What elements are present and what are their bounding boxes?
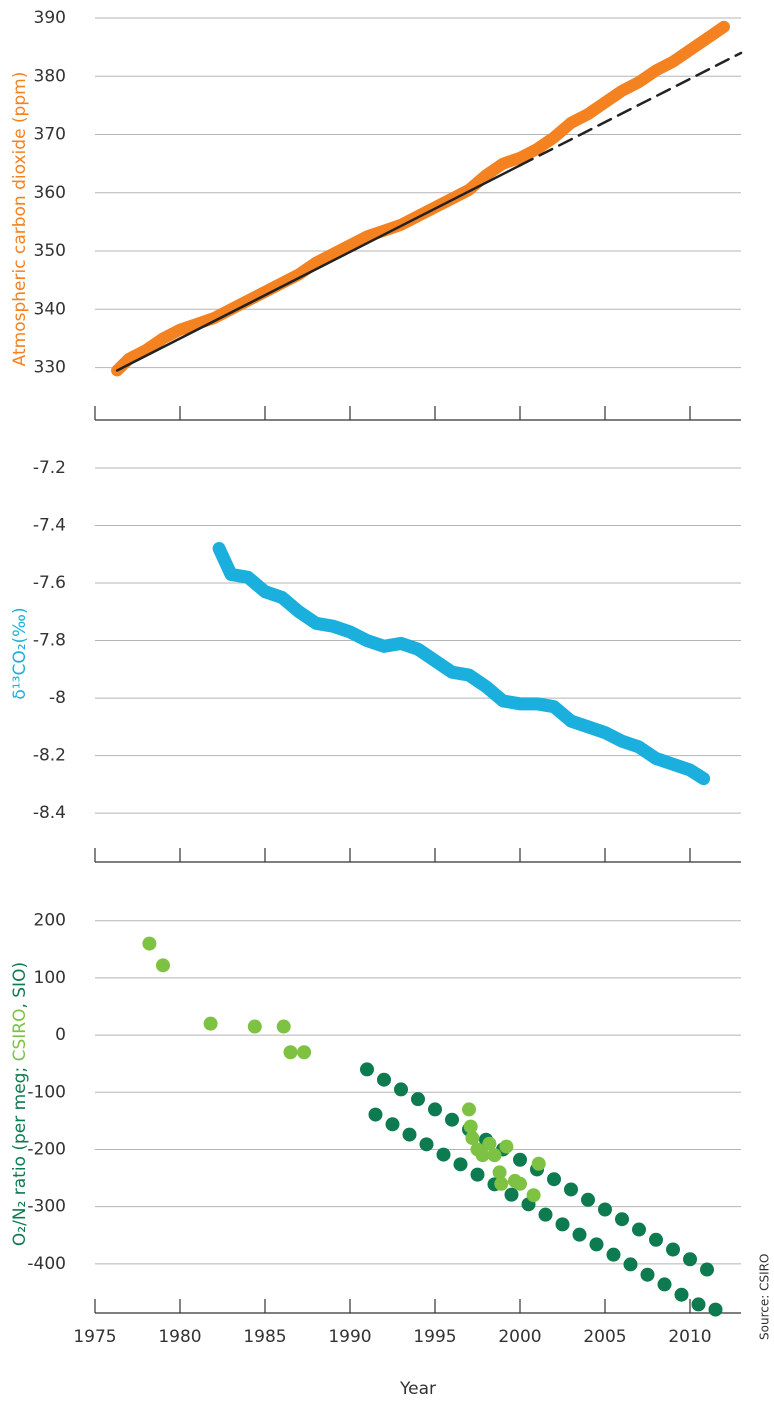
data-point — [547, 1172, 561, 1187]
data-point — [482, 1136, 497, 1151]
data-point — [402, 1127, 417, 1142]
source-note: Source: CSIRO — [758, 1254, 772, 1340]
data-point — [674, 1287, 689, 1302]
data-point — [394, 1082, 408, 1097]
data-point — [487, 1148, 502, 1163]
data-point — [589, 1237, 604, 1252]
data-point — [598, 1202, 612, 1217]
data-point — [445, 1112, 459, 1127]
data-point — [462, 1102, 476, 1117]
x-tick-label: 2010 — [668, 1327, 711, 1347]
x-tick-label: 2005 — [583, 1327, 626, 1347]
data-point — [475, 1148, 490, 1163]
data-point — [640, 1267, 655, 1282]
y-tick-label: -300 — [27, 1197, 66, 1217]
y-tick-label: 360 — [34, 183, 66, 203]
data-point — [297, 1045, 312, 1060]
y-tick-label: -7.2 — [33, 458, 66, 478]
y-tick-label: 380 — [34, 66, 66, 86]
data-point — [499, 1139, 514, 1154]
data-point — [494, 1176, 509, 1191]
x-axis-title: Year — [399, 1379, 436, 1399]
y-tick-label: -8.2 — [33, 746, 66, 766]
y-tick-label: -8 — [49, 688, 66, 708]
x-tick-label: 1995 — [413, 1327, 456, 1347]
data-point — [368, 1107, 383, 1122]
data-point — [360, 1062, 374, 1077]
data-point — [538, 1207, 553, 1222]
data-line — [111, 20, 730, 377]
y-tick-label: -400 — [27, 1254, 66, 1274]
y-tick-label: -7.4 — [33, 516, 66, 536]
data-point — [708, 1302, 723, 1317]
data-point — [247, 1019, 262, 1034]
data-point — [513, 1152, 527, 1167]
data-point — [470, 1167, 485, 1182]
data-point — [436, 1147, 451, 1162]
data-point — [203, 1016, 218, 1031]
y-tick-label: 330 — [34, 358, 66, 378]
data-point — [419, 1137, 434, 1152]
data-line — [518, 51, 743, 167]
x-tick-label: 1985 — [243, 1327, 286, 1347]
data-point — [385, 1117, 400, 1132]
y-tick-label: -100 — [27, 1082, 66, 1102]
y-tick-label: 0 — [55, 1025, 66, 1045]
data-point — [492, 1165, 507, 1180]
data-point — [428, 1102, 442, 1117]
y-tick-label: 350 — [34, 241, 66, 261]
data-point — [649, 1232, 663, 1247]
y-tick-label: 390 — [34, 8, 66, 28]
data-point — [555, 1217, 570, 1232]
data-point — [666, 1242, 680, 1257]
data-point — [526, 1188, 541, 1203]
data-line — [115, 164, 522, 372]
data-point — [377, 1072, 391, 1087]
x-tick-label: 1990 — [328, 1327, 371, 1347]
data-point — [513, 1176, 527, 1191]
x-tick-label: 2000 — [498, 1327, 541, 1347]
data-point — [156, 958, 170, 973]
y-axis-title: O₂/N₂ ratio (per meg; CSIRO, SIO) — [10, 962, 30, 1246]
data-point — [572, 1227, 587, 1242]
data-point — [632, 1222, 646, 1237]
y-axis-title: δ¹³CO₂(‰) — [10, 607, 30, 699]
y-axis-title-part: CSIRO — [10, 1009, 30, 1062]
data-point — [453, 1157, 468, 1172]
data-point — [531, 1156, 546, 1171]
data-point — [581, 1192, 595, 1207]
data-point — [411, 1092, 425, 1107]
x-tick-label: 1975 — [73, 1327, 116, 1347]
data-point — [465, 1131, 480, 1146]
y-tick-label: -8.4 — [33, 803, 66, 823]
data-point — [142, 936, 157, 951]
y-axis-title-part: , SIO) — [10, 962, 30, 1009]
x-tick-label: 1980 — [158, 1327, 201, 1347]
data-point — [691, 1297, 706, 1312]
data-point — [700, 1262, 714, 1277]
data-point — [276, 1019, 291, 1034]
y-axis-title: Atmospheric carbon dioxide (ppm) — [10, 72, 30, 367]
y-tick-label: 370 — [34, 125, 66, 145]
y-tick-label: 340 — [34, 299, 66, 319]
data-point — [463, 1119, 478, 1134]
data-point — [283, 1045, 298, 1060]
data-point — [606, 1247, 621, 1262]
y-tick-label: -200 — [27, 1139, 66, 1159]
data-point — [615, 1212, 629, 1227]
data-point — [504, 1187, 519, 1202]
y-axis-title-part: O₂/N₂ ratio (per meg; — [10, 1061, 30, 1246]
data-point — [657, 1277, 672, 1292]
data-point — [623, 1257, 638, 1272]
y-tick-label: -7.6 — [33, 573, 66, 593]
data-point — [564, 1182, 578, 1197]
data-line — [212, 542, 711, 786]
y-tick-label: 200 — [34, 911, 66, 931]
y-tick-label: -7.8 — [33, 631, 66, 651]
data-point — [683, 1252, 697, 1267]
y-tick-label: 100 — [34, 968, 66, 988]
